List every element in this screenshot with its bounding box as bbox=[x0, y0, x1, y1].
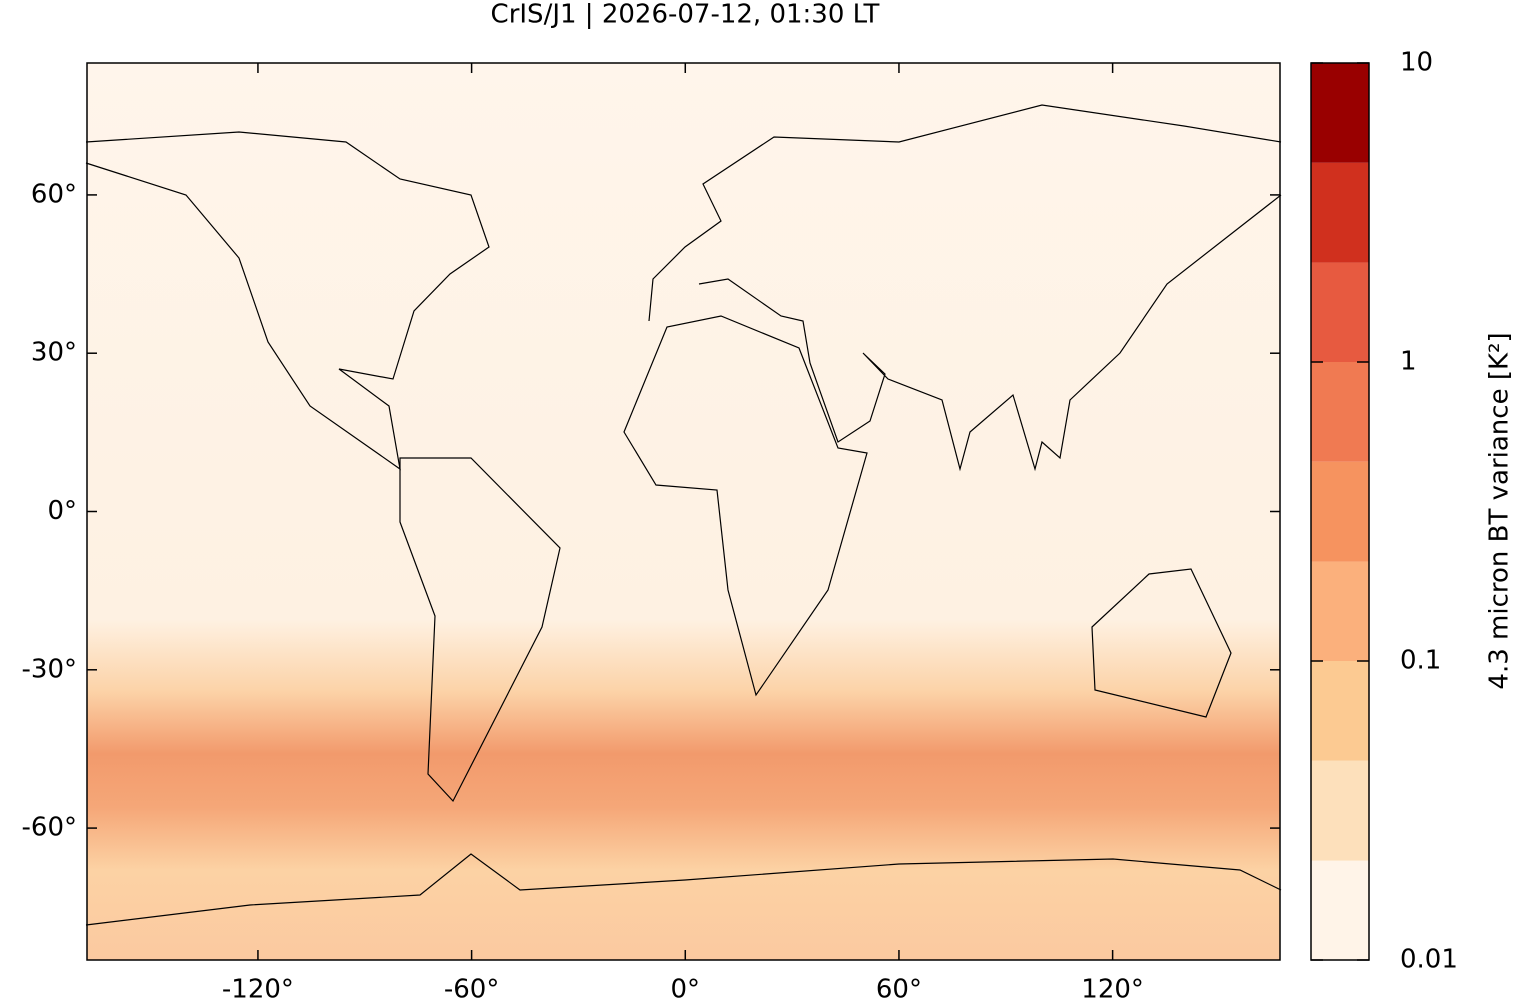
colorbar-band bbox=[1311, 661, 1369, 761]
colorbar-band bbox=[1311, 63, 1369, 163]
colorbar-label: 4.3 micron BT variance [K²] bbox=[1485, 332, 1515, 689]
coastline bbox=[399, 457, 561, 803]
variance-field bbox=[87, 63, 1280, 960]
colorbar-band bbox=[1311, 162, 1369, 263]
colorbar-frame bbox=[1310, 62, 1370, 961]
colorbar-band bbox=[1311, 860, 1369, 960]
colorbar-band bbox=[1311, 362, 1369, 462]
coastline bbox=[648, 104, 1282, 322]
coastline bbox=[85, 853, 1282, 926]
chart-title: CrIS/J1 | 2026-07-12, 01:30 LT bbox=[491, 0, 880, 30]
x-tick-label: 0° bbox=[671, 975, 701, 1003]
colorbar-tick-label: 1 bbox=[1400, 347, 1417, 377]
y-tick-label: 30° bbox=[31, 338, 77, 368]
coastline bbox=[85, 131, 490, 471]
coastlines bbox=[85, 104, 1282, 926]
y-tick-label: 0° bbox=[47, 496, 77, 526]
coastline bbox=[1091, 568, 1232, 718]
coastline bbox=[698, 194, 1282, 472]
colorbar-band bbox=[1311, 461, 1369, 562]
x-tick-label: -120° bbox=[222, 975, 294, 1003]
colorbar-band bbox=[1311, 262, 1369, 362]
x-tick-label: 120° bbox=[1081, 975, 1144, 1003]
colorbar-tick-label: 10 bbox=[1400, 48, 1433, 78]
colorbar-band bbox=[1311, 561, 1369, 661]
y-tick-label: 60° bbox=[31, 179, 77, 209]
x-tick-label: -60° bbox=[444, 975, 499, 1003]
y-tick-label: -60° bbox=[22, 813, 77, 843]
colorbar-tick-label: 0.1 bbox=[1400, 646, 1441, 676]
colorbar-band bbox=[1311, 760, 1369, 861]
coastline bbox=[623, 315, 868, 697]
y-tick-label: -30° bbox=[22, 654, 77, 684]
x-tick-label: 60° bbox=[876, 975, 922, 1003]
colorbar-tick-label: 0.01 bbox=[1400, 945, 1458, 975]
